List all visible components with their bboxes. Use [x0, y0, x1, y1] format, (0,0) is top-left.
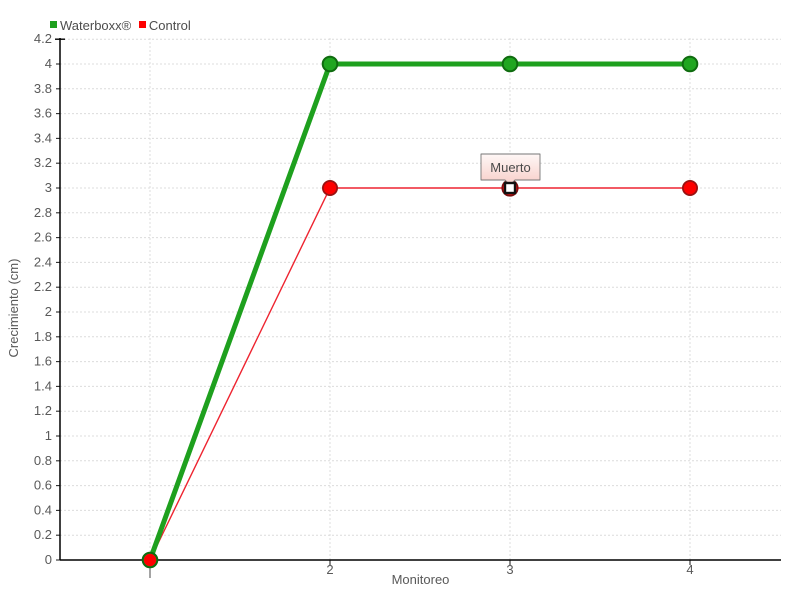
svg-text:0.8: 0.8 [34, 453, 52, 468]
svg-text:2.8: 2.8 [34, 205, 52, 220]
svg-text:1.2: 1.2 [34, 403, 52, 418]
svg-text:3.2: 3.2 [34, 155, 52, 170]
svg-text:Muerto: Muerto [490, 160, 530, 175]
svg-text:2: 2 [45, 304, 52, 319]
svg-text:1.6: 1.6 [34, 354, 52, 369]
svg-text:3.4: 3.4 [34, 130, 52, 145]
svg-text:2.6: 2.6 [34, 230, 52, 245]
svg-text:4: 4 [45, 56, 52, 71]
svg-text:2.2: 2.2 [34, 279, 52, 294]
svg-text:1: 1 [45, 428, 52, 443]
svg-text:0.6: 0.6 [34, 478, 52, 493]
svg-text:2.4: 2.4 [34, 254, 52, 269]
svg-text:1.8: 1.8 [34, 329, 52, 344]
svg-text:1.4: 1.4 [34, 378, 52, 393]
svg-text:3.6: 3.6 [34, 106, 52, 121]
svg-text:3.8: 3.8 [34, 81, 52, 96]
svg-text:4.2: 4.2 [34, 31, 52, 46]
svg-text:3: 3 [45, 180, 52, 195]
svg-text:0.4: 0.4 [34, 502, 52, 517]
svg-text:0.2: 0.2 [34, 527, 52, 542]
svg-text:0: 0 [45, 552, 52, 567]
